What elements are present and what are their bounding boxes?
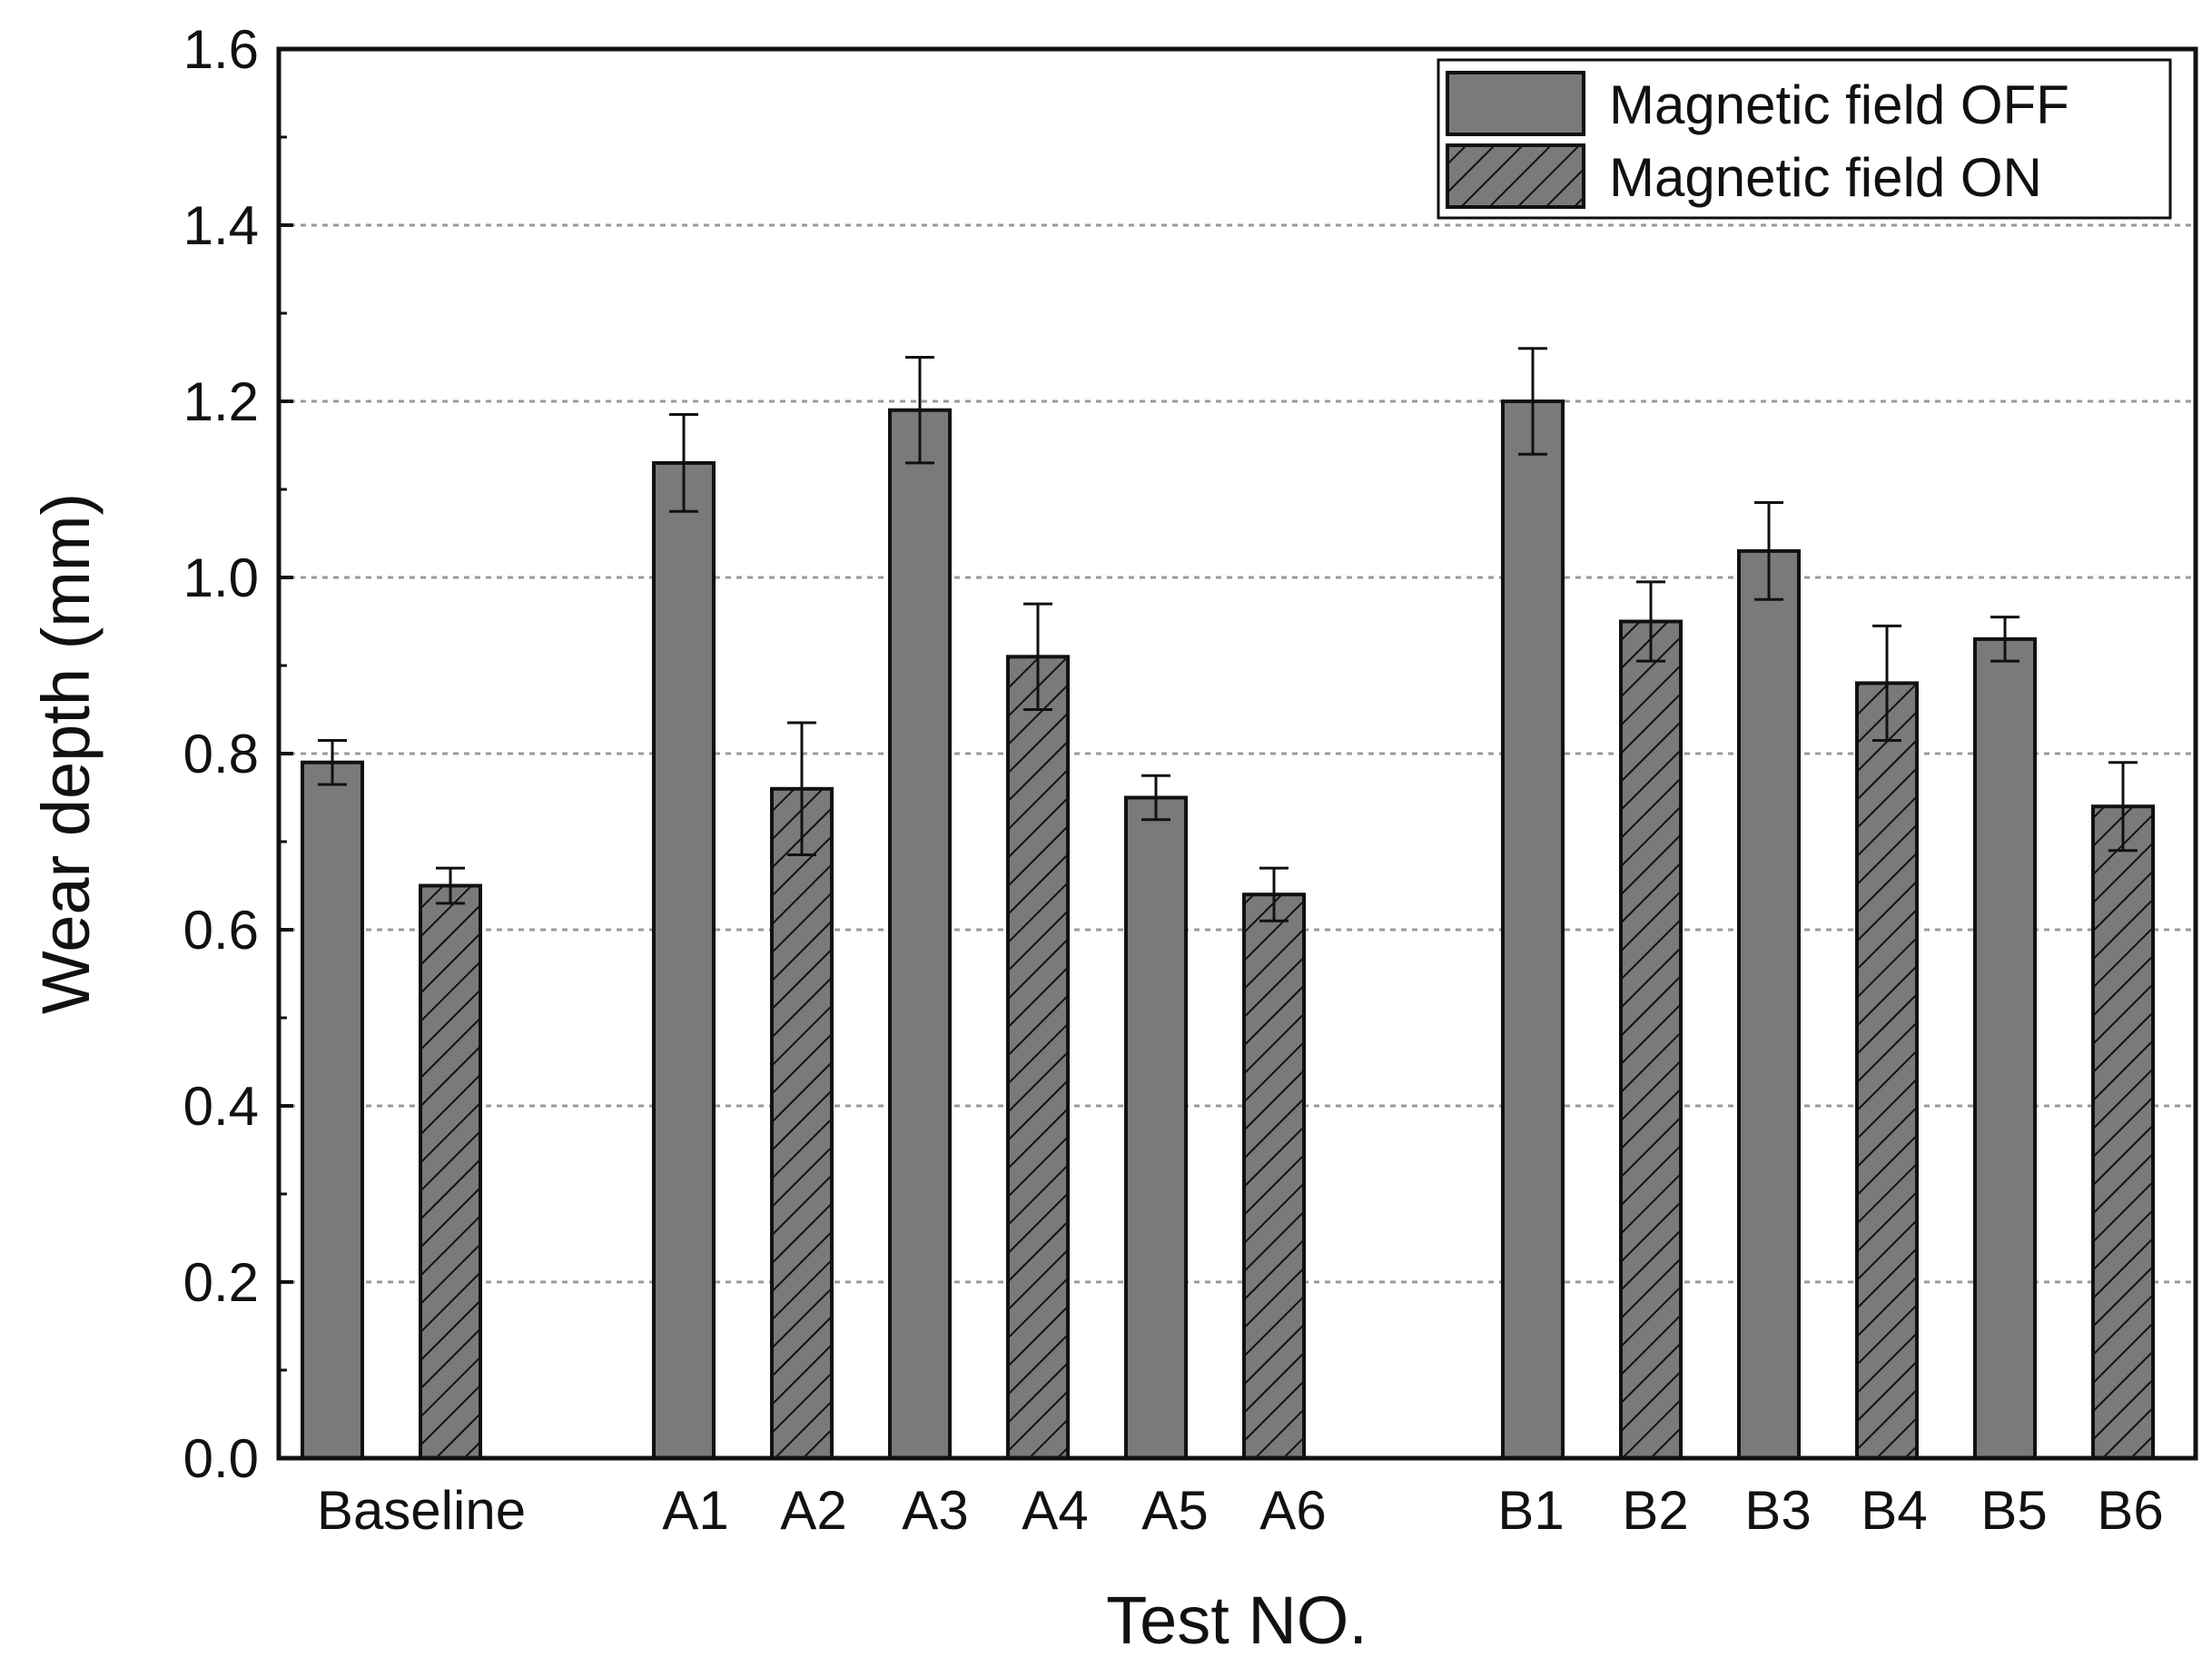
bar-b6-on [2091,804,2155,1460]
y-tick-label: 1.6 [183,19,259,80]
error-bar [1023,602,1052,711]
bar-b4-on [1855,681,1919,1460]
legend-swatch-off [1446,71,1585,136]
bar-b3-off [1737,548,1801,1460]
x-tick-label: Baseline [317,1480,526,1541]
gridlines [279,223,2196,1284]
error-bar [669,413,698,513]
error-bar [318,738,347,786]
legend-label-on: Magnetic field ON [1609,147,2042,208]
y-tick-label: 1.4 [183,195,259,256]
y-tick-label: 1.2 [183,371,259,432]
x-tick-label: B1 [1497,1480,1564,1541]
x-tick-label: B5 [1980,1480,2047,1541]
x-tick-label: A3 [902,1480,968,1541]
x-axis-title: Test NO. [1106,1583,1368,1658]
y-axis-title: Wear depth (mm) [28,493,104,1014]
y-tick-label: 0.2 [183,1252,259,1313]
y-tick-label: 0.4 [183,1076,259,1137]
legend-swatch-on [1446,143,1585,209]
error-bar [1141,774,1170,822]
x-tick-label: A5 [1141,1480,1208,1541]
x-tick-label: A1 [662,1480,728,1541]
x-tick-label: A4 [1022,1480,1088,1541]
x-tick-label: A6 [1259,1480,1326,1541]
y-tick-label: 0.0 [183,1428,259,1489]
y-tick-label: 0.8 [183,724,259,784]
error-bar [1754,501,1783,601]
x-tick-label: B2 [1622,1480,1688,1541]
error-bar [2108,761,2138,853]
error-bar [1636,580,1665,663]
bar-a3-off [888,408,952,1461]
bar-baseline-on [419,883,482,1460]
y-axis-ticks: 0.0 0.2 0.4 0.6 0.8 1.0 1.2 1.4 1.6 [183,19,293,1489]
y-tick-label: 1.0 [183,547,259,608]
error-bar [905,356,934,465]
legend-label-off: Magnetic field OFF [1609,74,2069,135]
legend: Magnetic field OFF Magnetic field ON [1437,58,2172,220]
bars [301,347,2155,1461]
bar-b2-on [1619,619,1683,1460]
y-tick-label: 0.6 [183,900,259,961]
bar-a1-off [652,460,716,1460]
x-tick-label: B6 [2097,1480,2163,1541]
bar-a4-on [1006,655,1070,1460]
bar-baseline-off [301,760,364,1460]
bar-b1-off [1501,399,1565,1460]
error-bar [1259,866,1289,922]
bar-a5-off [1124,795,1188,1460]
bar-a2-on [770,786,834,1460]
x-tick-label: A2 [780,1480,846,1541]
error-bar [1872,624,1901,742]
error-bar [1518,347,1547,456]
error-bar [1990,616,2019,663]
bar-a6-on [1242,893,1306,1460]
error-bar [436,866,465,905]
bar-b5-off [1973,636,2037,1460]
x-tick-label: B3 [1744,1480,1811,1541]
error-bar [787,721,816,857]
x-tick-label: B4 [1861,1480,1927,1541]
x-axis-categories: Baseline A1 A2 A3 A4 A5 A6 B1 B2 B3 B4 B5 B6 [317,1480,2164,1541]
